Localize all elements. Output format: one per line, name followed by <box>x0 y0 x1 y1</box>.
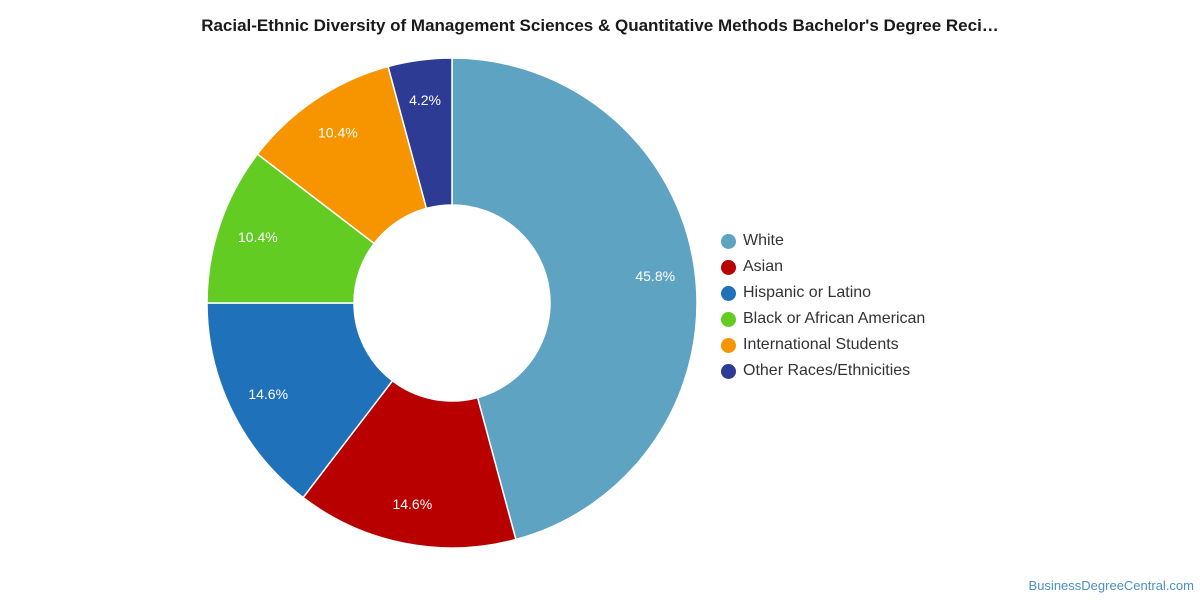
legend-label: Black or African American <box>743 310 926 327</box>
legend-swatch <box>721 285 736 301</box>
slice-value-label-2: 14.6% <box>248 386 288 402</box>
legend-label: Asian <box>743 258 784 275</box>
legend-item-2[interactable]: Hispanic or Latino <box>721 280 925 306</box>
pie-slice-1[interactable] <box>302 379 517 549</box>
legend-item-0[interactable]: White <box>721 228 925 254</box>
chart-title: Racial-Ethnic Diversity of Management Sc… <box>201 16 999 35</box>
legend-item-3[interactable]: Black or African American <box>721 306 925 332</box>
legend-label: Hispanic or Latino <box>743 284 872 301</box>
slice-value-label-3: 10.4% <box>238 229 278 245</box>
legend-item-1[interactable]: Asian <box>721 254 925 280</box>
legend-swatch <box>721 337 736 353</box>
watermark[interactable]: BusinessDegreeCentral.com <box>1028 578 1194 593</box>
legend-label: Other Races/Ethnicities <box>743 362 911 379</box>
pie-slice-5[interactable] <box>387 57 453 210</box>
pie-slice-4[interactable] <box>256 65 428 245</box>
slice-value-label-1: 14.6% <box>392 496 432 512</box>
pie-slice-2[interactable] <box>206 302 394 499</box>
pie-slice-3[interactable] <box>206 153 376 304</box>
legend-item-5[interactable]: Other Races/Ethnicities <box>721 358 925 384</box>
slice-value-label-5: 4.2% <box>409 92 441 108</box>
legend-swatch <box>721 363 736 379</box>
slice-value-label-4: 10.4% <box>318 125 358 141</box>
slice-value-label-0: 45.8% <box>635 268 675 284</box>
legend-swatch <box>721 233 736 249</box>
legend-item-4[interactable]: International Students <box>721 332 925 358</box>
legend-label: International Students <box>743 336 899 353</box>
pie-slice-0[interactable] <box>451 57 698 541</box>
legend-swatch <box>721 311 736 327</box>
legend-swatch <box>721 259 736 275</box>
chart-legend: White Asian Hispanic or Latino Black or Afr… <box>721 228 925 384</box>
legend-label: White <box>743 232 784 249</box>
